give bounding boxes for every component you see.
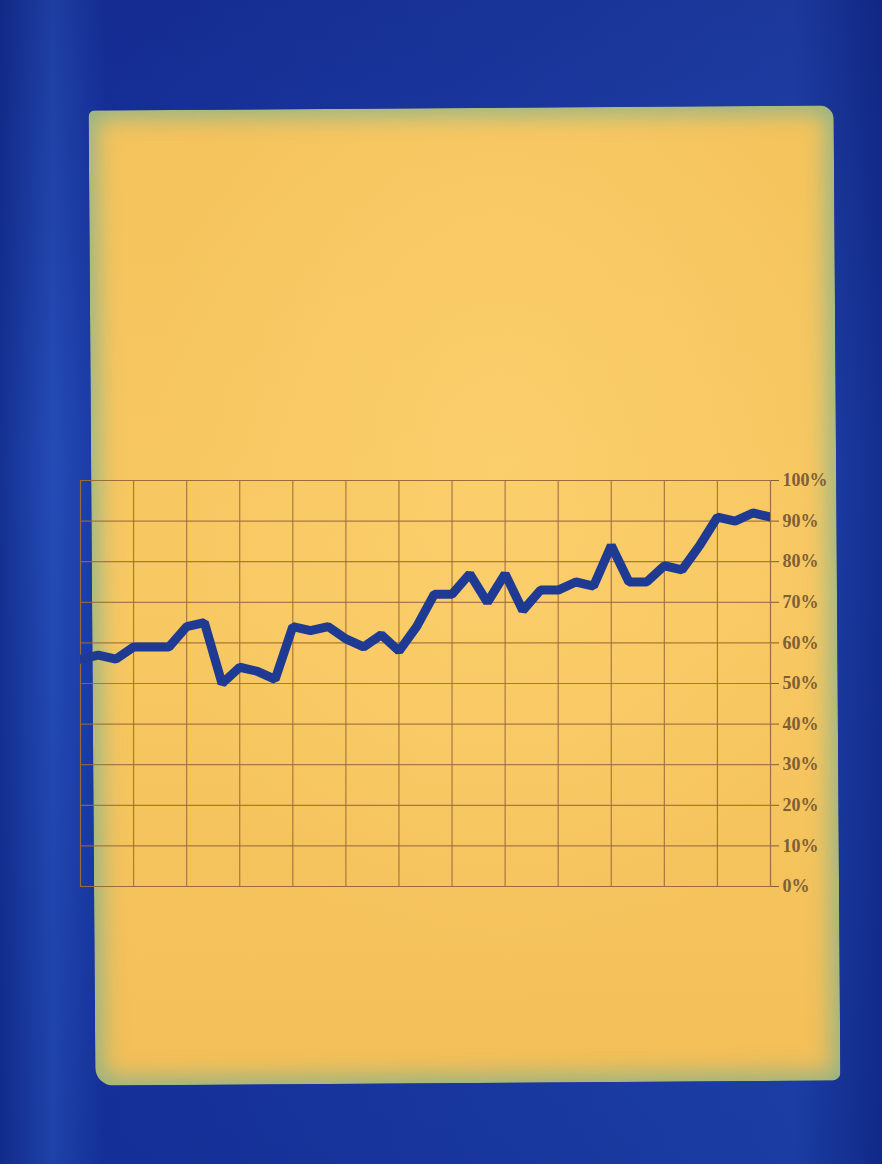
svg-text:70%: 70% <box>783 592 819 612</box>
svg-text:10%: 10% <box>783 836 819 856</box>
svg-text:60%: 60% <box>783 633 819 653</box>
svg-text:50%: 50% <box>783 673 819 693</box>
svg-text:90%: 90% <box>783 511 819 531</box>
svg-text:0%: 0% <box>783 876 810 896</box>
svg-text:30%: 30% <box>783 754 819 774</box>
svg-text:40%: 40% <box>783 714 819 734</box>
svg-text:100%: 100% <box>783 470 828 490</box>
svg-text:20%: 20% <box>783 795 819 815</box>
svg-text:80%: 80% <box>783 551 819 571</box>
